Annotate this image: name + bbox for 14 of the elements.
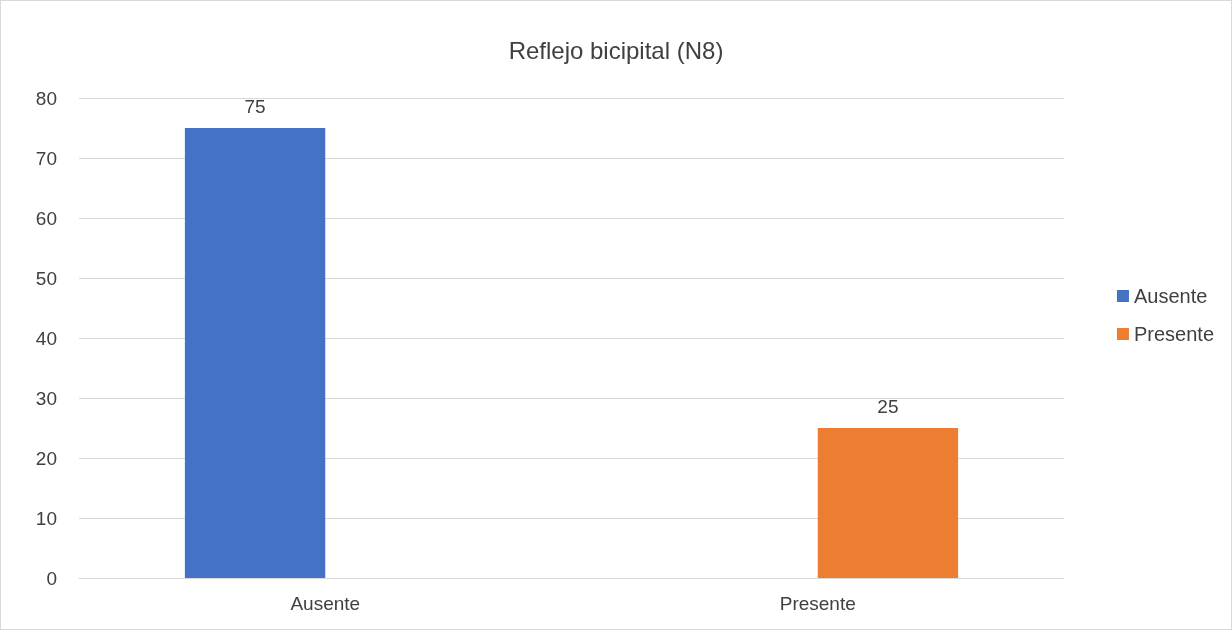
y-tick-label: 80 — [35, 87, 57, 109]
legend-label: Ausente — [1133, 285, 1208, 307]
y-tick-label: 20 — [35, 447, 57, 469]
y-tick-label: 30 — [35, 387, 57, 409]
y-tick-label: 0 — [46, 567, 57, 589]
chart-title: Reflejo bicipital (N8) — [508, 36, 724, 64]
y-tick-label: 60 — [35, 207, 57, 229]
legend-label: Presente — [1133, 323, 1215, 345]
data-label: 75 — [244, 96, 266, 117]
y-tick-label: 10 — [35, 507, 57, 529]
y-tick-label: 70 — [35, 147, 57, 169]
y-tick-label: 50 — [35, 267, 57, 289]
data-label: 25 — [877, 396, 899, 417]
y-tick-label: 40 — [35, 327, 57, 349]
